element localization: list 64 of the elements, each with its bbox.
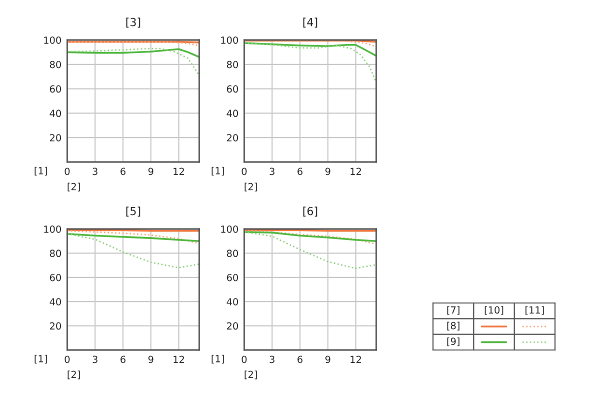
y-tick-label: 80 [226, 60, 238, 68]
y-axis-title: [1] [212, 166, 224, 176]
line-series [67, 48, 200, 76]
x-tick-label: 12 [350, 168, 361, 175]
x-tick-label: 0 [64, 356, 70, 364]
text: [7] [447, 306, 460, 315]
x-tick-label: 9 [325, 168, 330, 176]
x-tick-label: 6 [120, 168, 126, 176]
y-tick-label: 20 [50, 322, 61, 330]
x-tick-label: 3 [92, 356, 98, 364]
y-tick-label: 40 [226, 298, 238, 306]
x-tick-label: 3 [270, 168, 274, 176]
y-tick-label: 20 [226, 134, 238, 142]
x-tick-label: 9 [148, 168, 154, 176]
y-tick-label: 60 [226, 274, 238, 282]
y-tick-label: 100 [221, 225, 238, 233]
y-tick-label: 40 [50, 298, 61, 306]
line-series [244, 42, 376, 84]
y-tick-label: 20 [50, 134, 61, 142]
line-series [67, 233, 200, 268]
y-tick-label: 60 [50, 85, 61, 93]
x-tick-label: 3 [270, 356, 274, 364]
line-series [67, 232, 200, 242]
text: [10] [484, 306, 504, 315]
chart-title: [5] [126, 206, 140, 217]
y-axis-title: [1] [212, 354, 224, 364]
x-tick-label: 0 [242, 168, 247, 176]
y-axis-title: [1] [34, 166, 47, 176]
y-tick-label: 80 [50, 60, 61, 68]
y-tick-label: 40 [226, 110, 238, 118]
y-tick-label: 60 [226, 85, 238, 93]
x-tick-label: 12 [174, 168, 184, 175]
line-series [244, 231, 376, 270]
chart-title: [3] [126, 18, 140, 28]
x-tick-label: 9 [325, 356, 330, 364]
text: [9] [447, 337, 460, 346]
text: [8] [447, 322, 460, 330]
x-tick-label: 3 [92, 168, 98, 176]
line-series [67, 48, 200, 58]
line-series [244, 42, 376, 57]
y-tick-label: 100 [221, 36, 238, 44]
x-tick-label: 6 [120, 356, 126, 364]
x-tick-label: 6 [298, 168, 302, 176]
y-tick-label: 40 [50, 110, 61, 118]
x-axis-title: [2] [68, 182, 80, 192]
y-tick-label: 100 [44, 36, 61, 44]
x-tick-label: 12 [174, 356, 184, 363]
text: [11] [526, 306, 544, 315]
y-tick-label: 80 [226, 250, 238, 258]
y-axis-title: [1] [34, 354, 47, 364]
x-axis-title: [2] [244, 182, 257, 192]
x-axis-title: [2] [244, 370, 257, 380]
y-tick-label: 20 [226, 322, 238, 330]
chart-title: [6] [303, 206, 318, 217]
x-tick-label: 6 [298, 356, 302, 364]
chart-title: [4] [303, 18, 318, 28]
x-tick-label: 0 [64, 168, 70, 176]
x-tick-label: 0 [242, 356, 247, 364]
x-tick-label: 9 [148, 356, 154, 364]
y-tick-label: 100 [44, 225, 61, 233]
x-axis-title: [2] [68, 370, 80, 380]
x-tick-label: 12 [350, 356, 361, 363]
y-tick-label: 60 [50, 274, 61, 282]
y-tick-label: 80 [50, 250, 61, 258]
